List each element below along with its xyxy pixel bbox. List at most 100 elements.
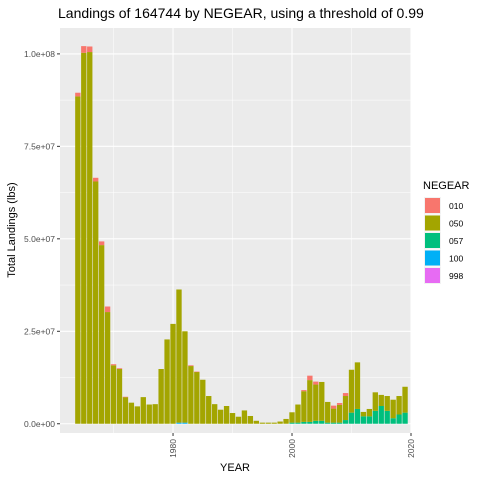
- bar-segment-010: [307, 375, 313, 381]
- bar-segment-050: [259, 422, 265, 424]
- bar-segment-050: [122, 397, 129, 424]
- bar-segment-050: [396, 396, 402, 415]
- bar-segment-050: [146, 404, 152, 424]
- x-tick-label: 1980: [168, 439, 178, 458]
- bar-segment-050: [170, 323, 176, 424]
- bar-segment-050: [354, 362, 361, 409]
- bar-segment-010: [93, 177, 99, 182]
- bar-segment-050: [98, 245, 105, 424]
- bar-segment-050: [313, 384, 319, 421]
- bar-segment-010: [87, 46, 93, 53]
- bar-segment-050: [402, 386, 408, 413]
- bar-segment-057: [366, 416, 373, 424]
- bar-segment-057: [307, 421, 313, 424]
- y-tick-label: 0.0e+00: [24, 419, 55, 429]
- bar-segment-010: [116, 368, 123, 370]
- bar-segment-050: [158, 369, 164, 424]
- bar-segment-057: [342, 420, 349, 424]
- bar-segment-010: [81, 46, 87, 53]
- bar-segment-050: [289, 412, 295, 423]
- bar-segment-050: [301, 391, 307, 422]
- bar-segment-050: [140, 397, 146, 424]
- y-tick-label: 1.0e+08: [24, 49, 55, 59]
- bar-segment-050: [206, 396, 212, 424]
- bar-segment-050: [360, 411, 367, 417]
- bar-segment-050: [336, 404, 343, 423]
- legend-key-100: [425, 250, 440, 266]
- bar-segment-010: [301, 390, 307, 392]
- bar-segment-010: [110, 364, 117, 366]
- bar-segment-057: [348, 412, 355, 424]
- bar-segment-010: [342, 393, 349, 397]
- bar-segment-050: [81, 52, 87, 424]
- bar-segment-050: [164, 339, 170, 424]
- bar-segment-050: [342, 396, 349, 421]
- bar-segment-050: [104, 312, 111, 424]
- bar-segment-050: [366, 408, 373, 417]
- bar-segment-057: [360, 416, 367, 424]
- bar-segment-050: [378, 394, 384, 406]
- bar-segment-050: [283, 418, 289, 424]
- bar-segment-057: [378, 406, 384, 424]
- bar-segment-057: [402, 412, 408, 424]
- x-axis: 1980 2000 2020: [168, 433, 416, 458]
- bar-segment-050: [319, 381, 325, 421]
- y-tick-label: 7.5e+07: [24, 141, 55, 151]
- legend-key-998: [425, 268, 440, 283]
- bars: [75, 46, 408, 424]
- legend-label-057: 057: [449, 236, 463, 246]
- legend-title: NEGEAR: [423, 180, 470, 192]
- bar-segment-050: [110, 365, 117, 424]
- x-tick-label: 2000: [287, 439, 297, 458]
- bar-segment-050: [87, 52, 93, 424]
- bar-segment-010: [336, 403, 343, 405]
- bar-segment-050: [188, 366, 194, 424]
- legend-label-010: 010: [449, 201, 463, 211]
- plot-panel: [60, 28, 411, 433]
- y-axis-title: Total Landings (lbs): [6, 182, 18, 277]
- y-tick-label: 5.0e+07: [24, 234, 55, 244]
- legend: NEGEAR 010 050 057 100 998: [423, 180, 470, 284]
- bar-segment-010: [330, 405, 337, 409]
- bar-segment-010: [122, 396, 129, 398]
- bar-segment-050: [247, 415, 254, 424]
- bar-segment-050: [212, 404, 218, 424]
- bar-segment-050: [223, 406, 230, 424]
- bar-segment-050: [194, 371, 200, 424]
- bar-segment-050: [265, 422, 271, 424]
- bar-segment-050: [229, 413, 236, 424]
- bar-segment-057: [301, 421, 307, 424]
- bar-segment-057: [396, 414, 402, 424]
- y-tick-label: 2.5e+07: [24, 326, 55, 336]
- bar-segment-050: [93, 181, 99, 424]
- bar-segment-050: [128, 402, 135, 424]
- bar-segment-050: [235, 416, 242, 424]
- bar-segment-050: [176, 289, 182, 423]
- bar-segment-050: [217, 409, 224, 424]
- bar-segment-050: [241, 410, 248, 424]
- bar-segment-057: [354, 408, 361, 424]
- x-axis-title: YEAR: [220, 462, 250, 474]
- bar-segment-050: [390, 399, 396, 419]
- bar-segment-057: [289, 422, 295, 424]
- bar-segment-057: [330, 422, 337, 424]
- bar-segment-050: [182, 331, 188, 423]
- bar-segment-050: [152, 404, 158, 424]
- bar-segment-050: [200, 379, 206, 424]
- bar-segment-050: [134, 406, 141, 424]
- bar-segment-050: [277, 421, 283, 424]
- bar-segment-050: [253, 420, 259, 424]
- bar-segment-050: [372, 392, 378, 411]
- chart-title: Landings of 164744 by NEGEAR, using a th…: [58, 5, 424, 21]
- bar-segment-050: [271, 422, 277, 424]
- bar-segment-010: [104, 306, 111, 313]
- bar-segment-057: [384, 410, 390, 424]
- bar-segment-057: [325, 422, 331, 424]
- legend-key-010: [425, 198, 440, 213]
- bar-segment-100: [182, 422, 188, 424]
- bar-segment-050: [307, 380, 313, 422]
- x-tick-label: 2020: [406, 439, 416, 458]
- bar-segment-050: [330, 408, 337, 423]
- bar-segment-057: [295, 422, 301, 424]
